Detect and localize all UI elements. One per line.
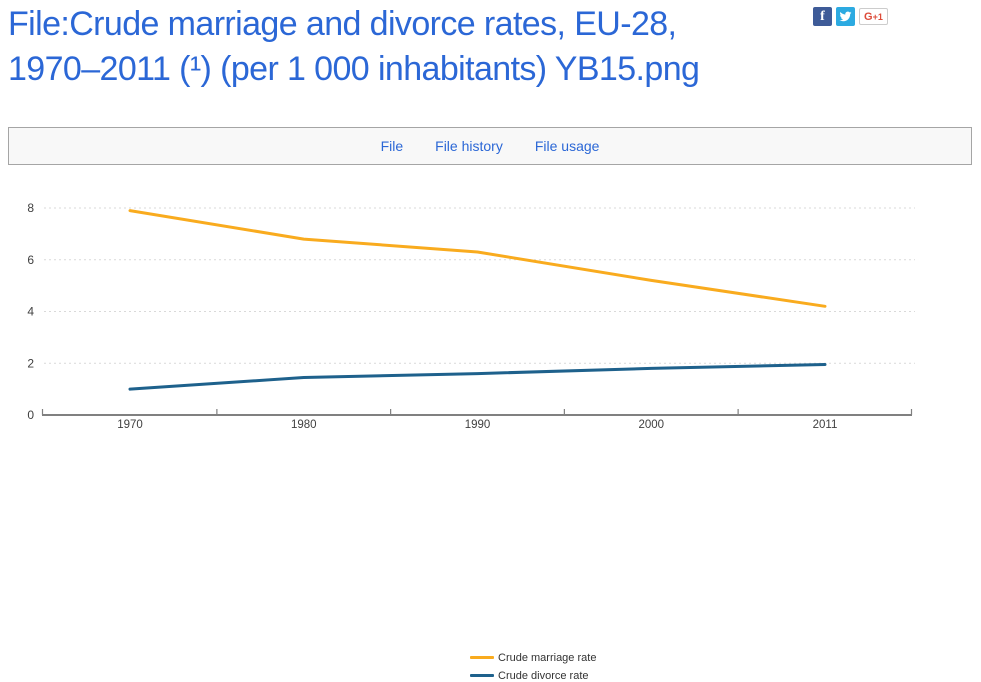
x-axis-tick-label: 1970 [117,419,143,431]
x-axis-tick-label: 2000 [638,419,664,431]
legend-row: Crude divorce rate [470,669,596,682]
file-tab-bar: File File history File usage [8,127,972,165]
y-axis-tick-label: 8 [27,201,34,215]
legend-line-swatch [470,674,494,677]
tab-file-history[interactable]: File history [435,138,503,154]
gplus-g-label: G [864,10,873,23]
legend-line-swatch [470,656,494,659]
twitter-bird-icon [839,11,852,22]
legend-label: Crude divorce rate [498,669,589,682]
y-axis-tick-label: 0 [27,408,34,422]
chart-svg: 0 2 4 6 8 1970 1980 1990 2000 2011 [27,201,915,431]
gplus-plus1-label: +1 [872,11,883,22]
series-line [128,363,827,391]
y-axis-tick-label: 2 [27,356,34,370]
page-title: File:Crude marriage and divorce rates, E… [8,2,808,92]
y-axis-tick-label: 6 [27,253,34,267]
page-title-line2: 1970–2011 (¹) (per 1 000 inhabitants) YB… [8,50,700,88]
series-line [128,209,827,308]
x-axis-tick-label: 2011 [813,419,838,431]
chart-image: 0 2 4 6 8 1970 1980 1990 2000 2011 Crude marriage… [0,180,981,682]
social-share-buttons: f G +1 [813,7,888,26]
legend-label: Crude marriage rate [498,651,597,664]
facebook-share-button[interactable]: f [813,7,832,26]
facebook-icon: f [820,8,825,24]
page-title-line1: File:Crude marriage and divorce rates, E… [8,5,677,43]
google-plus-one-button[interactable]: G +1 [859,8,888,25]
y-axis-tick-label: 4 [27,305,34,319]
x-axis-tick-label: 1980 [291,419,317,431]
legend-row: Crude marriage rate [470,651,596,664]
chart-legend: Crude marriage rate Crude divorce rate [470,651,596,682]
twitter-share-button[interactable] [836,7,855,26]
tab-file-usage[interactable]: File usage [534,138,600,154]
tab-file[interactable]: File [380,138,404,154]
x-axis-tick-label: 1990 [465,419,491,431]
